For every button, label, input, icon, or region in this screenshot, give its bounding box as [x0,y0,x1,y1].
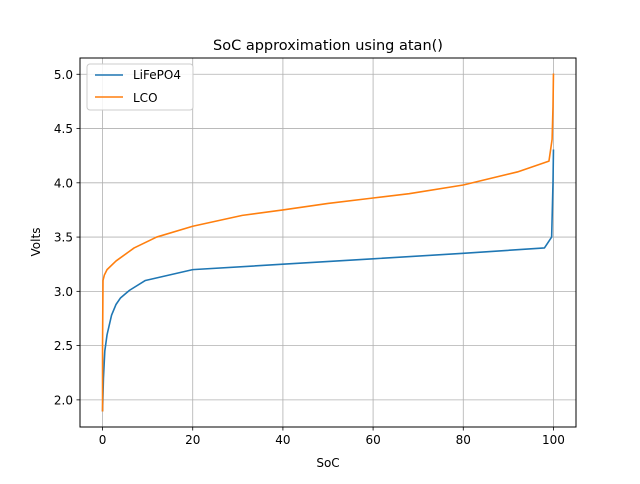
y-tick-label: 5.0 [54,68,73,82]
legend-label-lifepo4: LiFePO4 [133,68,181,82]
grid-lines [80,58,576,427]
y-tick-label: 3.5 [54,231,73,245]
y-tick-label: 2.5 [54,339,73,353]
x-tick-label: 20 [185,433,200,447]
axis-ticks: 0 20 40 60 80 100 2.0 2.5 3.0 3.5 4.0 4.5 5.0 [54,68,565,447]
legend-label-lco: LCO [133,91,158,105]
series-line-lco [101,73,555,412]
series-line-lifepo4 [101,149,555,412]
legend: LiFePO4 LCO [86,63,194,111]
x-tick-label: 0 [99,433,107,447]
x-axis-label: SoC [316,456,339,470]
chart-title: SoC approximation using atan() [213,38,443,54]
plot-frame [79,57,577,428]
x-tick-label: 60 [365,433,380,447]
x-tick-label: 100 [542,433,565,447]
x-tick-label: 40 [275,433,290,447]
y-axis-label: Volts [29,228,43,257]
y-tick-label: 3.0 [54,285,73,299]
y-tick-label: 4.0 [54,176,73,190]
x-tick-label: 80 [456,433,471,447]
y-tick-label: 4.5 [54,122,73,136]
y-tick-label: 2.0 [54,393,73,407]
series-lines [101,73,555,412]
